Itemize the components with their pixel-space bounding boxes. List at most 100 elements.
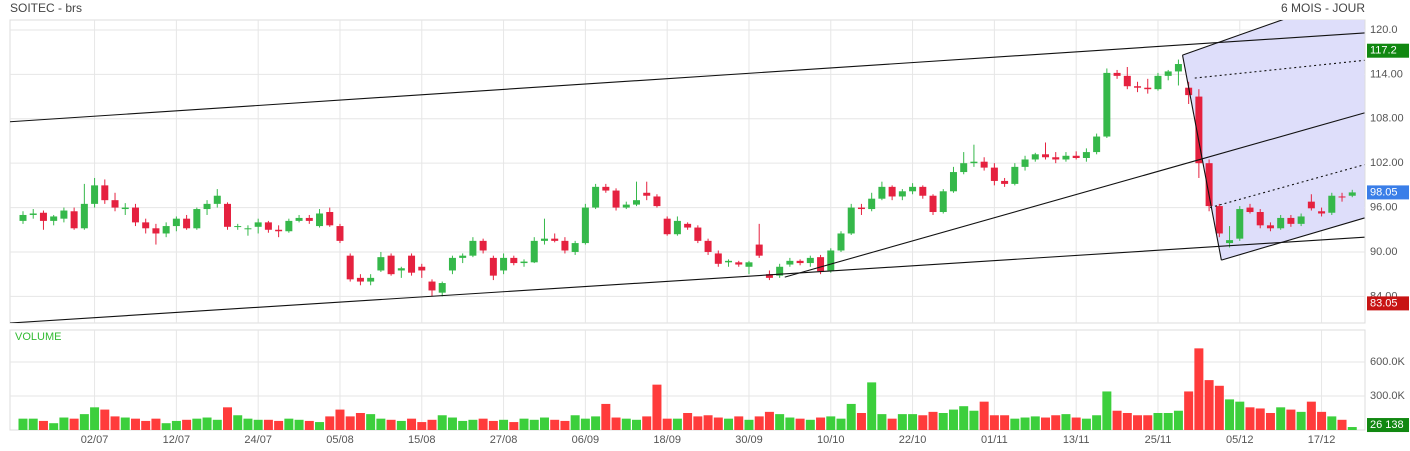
volume-bar — [1184, 391, 1194, 430]
candle-body — [387, 255, 395, 275]
candle-body — [1093, 136, 1101, 153]
volume-bar — [315, 422, 325, 430]
volume-bar — [110, 416, 120, 430]
volume-bar — [1112, 410, 1122, 430]
candle-body — [714, 253, 722, 264]
volume-bar — [1143, 415, 1153, 430]
volume-bar — [877, 414, 887, 430]
candle-body — [1205, 163, 1213, 207]
volume-bar — [621, 418, 631, 430]
volume-bar — [591, 416, 601, 430]
volume-bar — [1317, 411, 1327, 430]
volume-bar — [989, 415, 999, 430]
volume-bar — [223, 407, 232, 430]
candle-body — [1277, 217, 1285, 229]
volume-bar — [509, 422, 519, 430]
candle-body — [960, 163, 968, 173]
candle-body — [1001, 180, 1009, 184]
candle-body — [183, 218, 191, 229]
volume-bar — [1163, 412, 1173, 430]
volume-bar — [182, 419, 192, 430]
volume-bar — [928, 411, 938, 430]
volume-bar — [632, 419, 641, 430]
candle-body — [755, 244, 763, 256]
volume-bar — [120, 417, 130, 430]
volume-bar — [867, 382, 877, 430]
candle-body — [592, 186, 600, 208]
candle-body — [469, 240, 477, 256]
candle-body — [663, 218, 671, 235]
candle-body — [1062, 155, 1070, 160]
volume-bar — [1347, 427, 1357, 430]
candle-body — [275, 229, 283, 232]
volume-bar — [233, 415, 243, 430]
volume-bar — [897, 414, 907, 430]
candle-body — [827, 250, 835, 271]
candle-body — [1297, 216, 1305, 224]
candle-body — [1144, 87, 1152, 90]
volume-bar — [202, 417, 212, 430]
volume-bar — [90, 407, 100, 430]
trendline — [784, 112, 1365, 278]
volume-bar — [775, 414, 785, 430]
trendline — [1221, 217, 1365, 261]
candle-body — [990, 167, 998, 181]
candle-body — [60, 210, 68, 219]
price-tag-label: 117.2 — [1370, 45, 1397, 57]
candle-body — [1103, 72, 1111, 137]
volume-bar — [437, 415, 447, 430]
candle-body — [939, 191, 947, 213]
candle-body — [735, 262, 743, 265]
volume-bar — [447, 417, 457, 430]
candle-body — [510, 257, 518, 264]
candle-body — [949, 172, 957, 192]
volume-bar — [1153, 412, 1163, 430]
candle-body — [786, 260, 794, 265]
x-tick-label: 22/10 — [899, 434, 927, 446]
candle-body — [530, 240, 538, 263]
candle-body — [684, 223, 692, 228]
volume-bar — [100, 409, 110, 430]
volume-bar — [345, 416, 355, 430]
chart-title: SOITEC - brs — [10, 1, 82, 15]
price-tag — [1367, 185, 1409, 200]
volume-bar — [795, 418, 805, 430]
candle-body — [1123, 75, 1131, 87]
y-tick-label: 108.00 — [1370, 113, 1404, 125]
candle-body — [305, 217, 313, 221]
candle-body — [1042, 154, 1049, 158]
candle-body — [878, 186, 886, 199]
price-tag-label: 83.05 — [1370, 297, 1398, 309]
candle-body — [377, 257, 385, 271]
candle-body — [326, 212, 334, 226]
volume-bar — [969, 410, 979, 430]
candle-body — [1348, 192, 1356, 196]
candle-body — [898, 191, 906, 197]
volume-bar — [724, 418, 734, 430]
volume-bar — [1020, 417, 1030, 430]
volume-bar — [407, 418, 417, 430]
volume-bar — [550, 419, 560, 430]
candle-body — [919, 186, 927, 196]
volume-bar — [1286, 409, 1296, 430]
trendline — [10, 32, 1365, 123]
volume-bar — [458, 420, 468, 430]
candle-body — [673, 220, 681, 235]
volume-bar — [1122, 412, 1132, 430]
volume-bar — [529, 419, 539, 430]
volume-bar — [652, 384, 662, 430]
candle-body — [397, 268, 405, 271]
volume-bar — [754, 416, 764, 430]
candle-body — [1215, 206, 1223, 234]
volume-bar — [601, 403, 611, 430]
volume-bar — [1255, 408, 1265, 430]
x-tick-label: 12/07 — [163, 434, 191, 446]
candle-body — [244, 228, 252, 230]
candle-body — [1174, 64, 1182, 72]
volume-bar — [846, 403, 856, 430]
x-tick-label: 30/09 — [735, 434, 763, 446]
candle-body — [581, 207, 589, 244]
candle-body — [295, 217, 303, 221]
volume-bar — [69, 418, 79, 430]
candle-body — [1031, 154, 1039, 160]
